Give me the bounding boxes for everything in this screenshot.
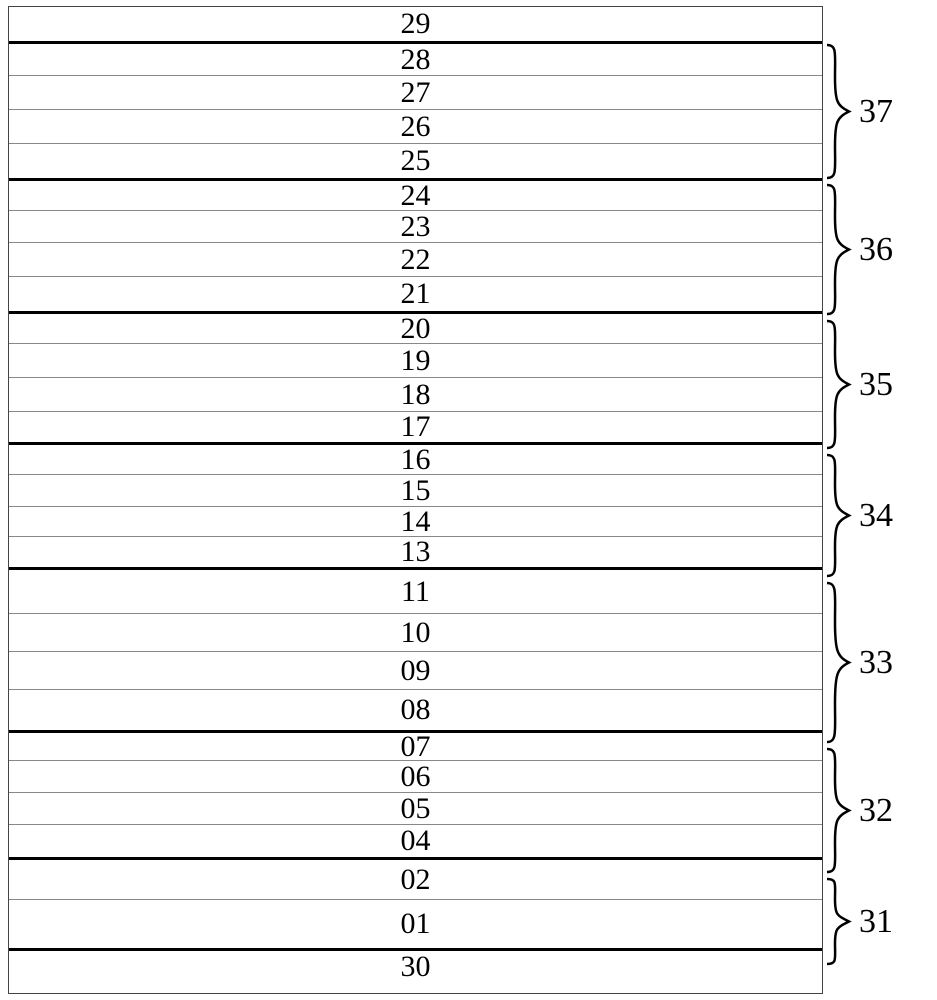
- group-label-text: 31: [859, 903, 893, 941]
- group-35: 20191817: [9, 311, 822, 442]
- layer-11: 11: [9, 570, 822, 614]
- brace-icon: [823, 183, 853, 316]
- layer-stack-diagram: 2928272625242322212019181716151413111009…: [8, 6, 928, 994]
- layer-27: 27: [9, 76, 822, 110]
- group-37: 28272625: [9, 41, 822, 178]
- group-label-37: 37: [823, 43, 893, 180]
- layer-04: 04: [9, 825, 822, 857]
- layer-28: 28: [9, 44, 822, 76]
- layer-02: 02: [9, 860, 822, 900]
- layer-19: 19: [9, 344, 822, 378]
- layer-stack: 2928272625242322212019181716151413111009…: [8, 6, 823, 994]
- layer-06: 06: [9, 761, 822, 793]
- group-label-text: 37: [859, 93, 893, 131]
- group-label-34: 34: [823, 453, 893, 578]
- layer-26: 26: [9, 110, 822, 144]
- layer-09: 09: [9, 652, 822, 690]
- layer-20: 20: [9, 314, 822, 344]
- group-label-31: 31: [823, 877, 893, 966]
- group-32: 07060504: [9, 730, 822, 857]
- group-label-text: 34: [859, 497, 893, 535]
- group-label-33: 33: [823, 581, 893, 744]
- group-34: 16151413: [9, 442, 822, 567]
- brace-icon: [823, 43, 853, 180]
- layer-05: 05: [9, 793, 822, 825]
- brace-icon: [823, 453, 853, 578]
- brace-icon: [823, 581, 853, 744]
- group-label-35: 35: [823, 319, 893, 450]
- group-label-36: 36: [823, 183, 893, 316]
- layer-16: 16: [9, 445, 822, 475]
- group-36: 24232221: [9, 178, 822, 311]
- layer-18: 18: [9, 378, 822, 412]
- group-labels: 37 36 35 34 33 32 31: [823, 6, 928, 994]
- layer-21: 21: [9, 277, 822, 311]
- brace-icon: [823, 877, 853, 966]
- layer-23: 23: [9, 211, 822, 243]
- group-label-32: 32: [823, 747, 893, 874]
- layer-24: 24: [9, 181, 822, 211]
- layer-30: 30: [9, 951, 822, 983]
- group-label-text: 36: [859, 231, 893, 269]
- layer-13: 13: [9, 537, 822, 567]
- layer-17: 17: [9, 412, 822, 442]
- group-31: 0201: [9, 857, 822, 948]
- layer-08: 08: [9, 690, 822, 730]
- group-label-text: 33: [859, 644, 893, 682]
- layer-15: 15: [9, 475, 822, 507]
- brace-icon: [823, 747, 853, 874]
- group-label-text: 35: [859, 366, 893, 404]
- group-33: 11100908: [9, 567, 822, 730]
- layer-29: 29: [9, 7, 822, 41]
- group-label-text: 32: [859, 792, 893, 830]
- layer-10: 10: [9, 614, 822, 652]
- layer-07: 07: [9, 733, 822, 761]
- layer-25: 25: [9, 144, 822, 178]
- layer-01: 01: [9, 900, 822, 948]
- layer-22: 22: [9, 243, 822, 277]
- layer-14: 14: [9, 507, 822, 537]
- brace-icon: [823, 319, 853, 450]
